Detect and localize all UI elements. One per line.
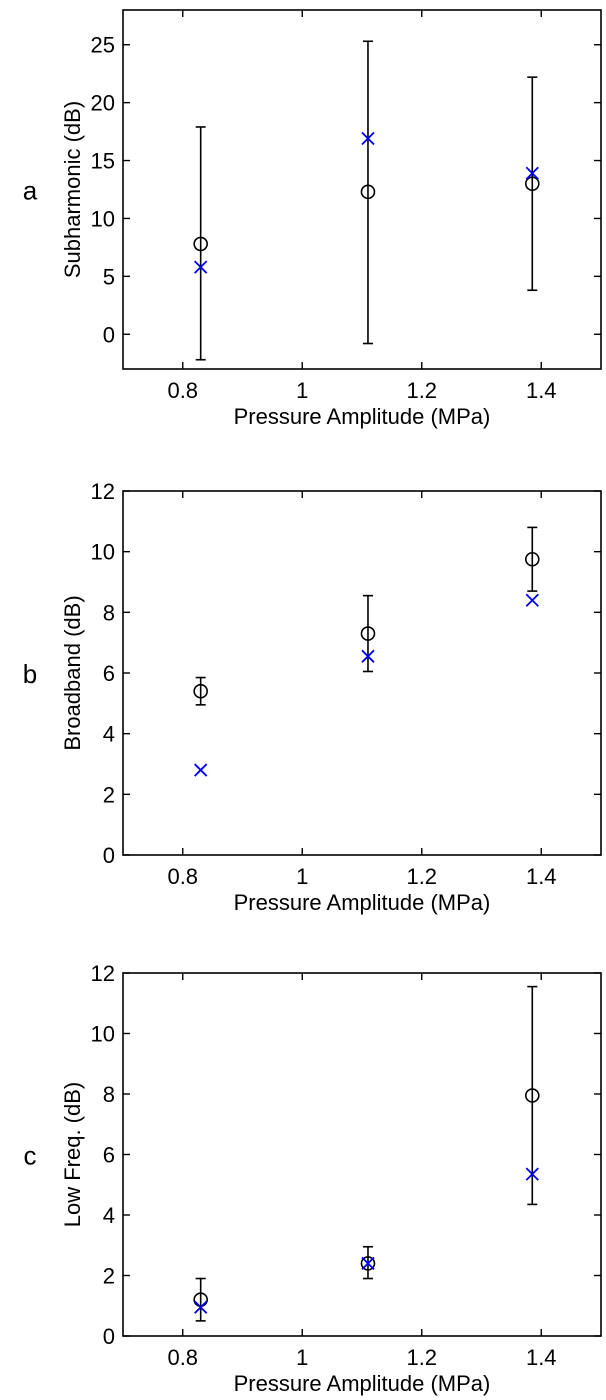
y-tick-label: 10: [91, 540, 115, 565]
y-tick-label: 2: [103, 782, 115, 807]
y-tick-label: 20: [91, 91, 115, 116]
x-marker-stroke: [194, 763, 208, 777]
x-tick-label: 1.2: [406, 864, 437, 889]
x-tick-label: 1.4: [526, 1345, 557, 1370]
y-tick-label: 6: [103, 1143, 115, 1168]
y-tick-label: 0: [103, 322, 115, 347]
mean-point-circle: [524, 1088, 540, 1103]
x-marker-stroke: [525, 166, 539, 180]
y-tick-label: 12: [91, 961, 115, 986]
x-tick-label: 1: [296, 864, 308, 889]
x-tick-label: 1.4: [526, 864, 557, 889]
y-tick-label: 4: [103, 722, 115, 747]
y-tick-label: 0: [103, 843, 115, 868]
x-marker-point: [361, 1256, 375, 1271]
x-axis-label: Pressure Amplitude (MPa): [234, 404, 491, 429]
x-axis-label: Pressure Amplitude (MPa): [234, 890, 491, 915]
y-tick-label: 8: [103, 600, 115, 625]
x-marker-stroke: [194, 260, 208, 274]
y-axis-label: Broadband (dB): [60, 595, 85, 750]
y-tick-label: 25: [91, 33, 115, 58]
x-marker-stroke: [194, 1300, 208, 1314]
panel-letter: b: [23, 659, 37, 689]
x-tick-label: 0.8: [167, 1345, 198, 1370]
y-tick-label: 8: [103, 1082, 115, 1107]
x-tick-label: 1.4: [526, 378, 557, 403]
x-marker-point: [194, 1300, 208, 1314]
x-marker-stroke: [361, 1256, 375, 1271]
mean-point-circle: [193, 683, 208, 699]
mean-point-circle: [360, 626, 376, 641]
y-tick-label: 10: [91, 206, 115, 231]
y-tick-label: 12: [91, 479, 115, 504]
x-marker-stroke: [525, 1167, 539, 1181]
panel-c: 0.8 1 1.2 1.4 0 2 4 6 8 10 12 Pressure Amplitude (M…: [24, 961, 602, 1396]
mean-point-circle: [193, 236, 208, 252]
y-tick-label: 4: [103, 1203, 115, 1228]
x-marker-stroke: [361, 131, 375, 146]
mean-point-circle: [360, 184, 376, 200]
y-tick-label: 2: [103, 1264, 115, 1289]
mean-point-circle: [360, 1256, 376, 1271]
plot-frame: [122, 490, 602, 856]
x-tick-label: 1.2: [406, 378, 437, 403]
x-marker-stroke: [525, 593, 539, 607]
y-axis-label: Low Freq. (dB): [60, 1082, 85, 1228]
y-tick-label: 6: [103, 661, 115, 686]
x-tick-label: 1: [296, 1345, 308, 1370]
x-tick-label: 1: [296, 378, 308, 403]
mean-point-circle: [524, 551, 540, 567]
x-marker-point: [525, 166, 539, 180]
x-axis-label: Pressure Amplitude (MPa): [234, 1371, 491, 1396]
y-tick-label: 15: [91, 149, 115, 174]
panel-b: 0.8 1 1.2 1.4 0 2 4 6 8 10 12 Pressure Amplitude (M…: [23, 479, 602, 915]
x-marker-stroke: [361, 649, 375, 663]
x-marker-point: [194, 763, 208, 777]
y-axis-label: Subharmonic (dB): [60, 101, 85, 278]
x-tick-label: 0.8: [167, 864, 198, 889]
x-marker-point: [525, 593, 539, 607]
panel-letter: c: [24, 1141, 37, 1171]
plot-frame: [122, 972, 602, 1337]
y-tick-label: 0: [103, 1324, 115, 1349]
x-tick-label: 0.8: [167, 378, 198, 403]
y-tick-label: 10: [91, 1022, 115, 1047]
plot-frame: [122, 9, 602, 370]
y-tick-label: 5: [103, 264, 115, 289]
x-marker-point: [361, 649, 375, 663]
x-marker-point: [525, 1167, 539, 1181]
panel-a: 0.8 1 1.2 1.4 0 5 10 15 20 25 Pressure Amplitude (…: [23, 9, 602, 429]
x-tick-label: 1.2: [406, 1345, 437, 1370]
panel-letter: a: [23, 176, 38, 206]
x-marker-point: [361, 131, 375, 146]
mean-point-circle: [524, 176, 540, 192]
x-marker-point: [194, 260, 208, 274]
